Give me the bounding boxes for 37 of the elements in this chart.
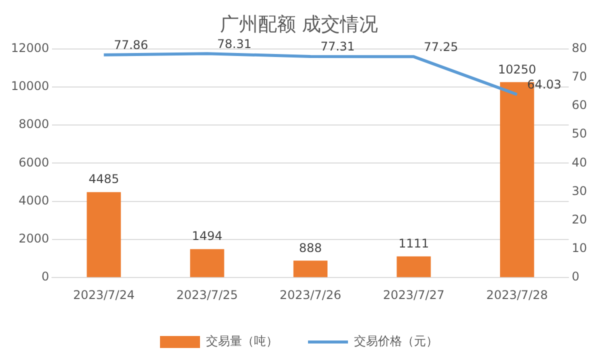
y-tick-label: 4000 xyxy=(18,193,50,208)
data-label: 1494 xyxy=(192,229,222,244)
bar xyxy=(190,249,224,278)
y-tick-label: 10000 xyxy=(10,79,50,94)
bar xyxy=(293,260,328,278)
y-tick-label: 2000 xyxy=(18,232,50,246)
y2-tick-label: 50 xyxy=(572,126,588,141)
y2-tick-label: 60 xyxy=(572,98,588,112)
y2-tick-label: 80 xyxy=(572,40,588,55)
y2-tick-label: 0 xyxy=(572,270,580,284)
y-tick-label: 8000 xyxy=(18,117,50,132)
x-tick-label: 2023/7/27 xyxy=(383,288,445,302)
bar xyxy=(396,256,431,278)
data-label: 4485 xyxy=(88,172,120,186)
chart-title: 广州配额 成交情况 xyxy=(220,13,378,36)
data-label: 77.86 xyxy=(114,38,148,52)
y-tick-label: 12000 xyxy=(10,40,50,55)
data-label: 10250 xyxy=(498,62,536,76)
x-tick-label: 2023/7/26 xyxy=(280,288,342,302)
data-label: 77.25 xyxy=(424,40,458,54)
y2-tick-label: 40 xyxy=(572,155,588,170)
x-tick-label: 2023/7/24 xyxy=(73,288,135,302)
data-label: 77.31 xyxy=(320,40,355,54)
legend-label: 交易量（吨） xyxy=(206,334,278,348)
y-tick-label: 0 xyxy=(42,270,50,284)
y-tick-label: 6000 xyxy=(18,155,50,170)
y2-tick-label: 70 xyxy=(572,70,588,84)
y2-tick-label: 30 xyxy=(572,184,588,198)
x-tick-label: 2023/7/25 xyxy=(176,288,238,302)
data-label: 78.31 xyxy=(217,36,252,51)
data-label: 1111 xyxy=(398,236,430,251)
bar xyxy=(86,192,121,278)
x-tick-label: 2023/7/28 xyxy=(486,288,548,302)
legend-label: 交易价格（元） xyxy=(354,334,438,348)
y2-tick-label: 10 xyxy=(572,241,588,256)
y2-tick-label: 20 xyxy=(572,212,588,227)
data-label: 888 xyxy=(299,240,322,255)
